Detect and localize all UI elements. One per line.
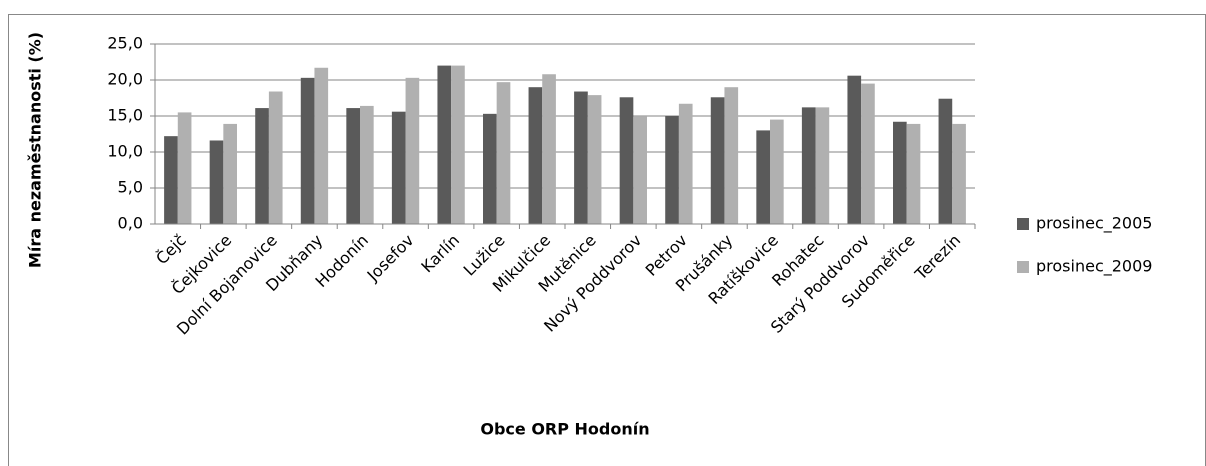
y-tick-label: 10,0 [107, 142, 143, 161]
bar [483, 113, 497, 224]
y-tick-label: 25,0 [107, 34, 143, 53]
legend-swatch [1017, 261, 1029, 273]
bar [223, 123, 237, 224]
y-tick-label: 0,0 [118, 214, 143, 233]
bar [952, 123, 966, 224]
bar [268, 91, 283, 225]
y-tick-label: 20,0 [107, 70, 143, 89]
bar [587, 95, 602, 225]
y-tick-label: 15,0 [107, 106, 143, 125]
chart-border [8, 14, 1206, 466]
bar [770, 119, 784, 224]
bar [528, 87, 543, 224]
bar [177, 112, 192, 224]
bar [861, 83, 875, 224]
y-axis-title: Míra nezaměstnanosti (%) [26, 32, 45, 268]
bar [756, 130, 770, 224]
y-tick-label: 5,0 [118, 178, 143, 197]
x-tick-label: Josefov [363, 231, 418, 286]
bar [678, 103, 693, 224]
bar [405, 77, 420, 224]
bar [542, 74, 556, 225]
bar [619, 97, 634, 224]
bar [665, 116, 679, 224]
bar [391, 111, 406, 224]
bar [906, 123, 921, 224]
x-tick-label: Terezín [911, 231, 965, 285]
bar [633, 116, 647, 224]
bar [724, 87, 739, 224]
bar [893, 121, 907, 224]
bar [451, 65, 465, 224]
bar [300, 77, 315, 224]
x-tick-label: Čejč [152, 231, 190, 269]
bar [209, 140, 224, 224]
bar [255, 108, 269, 224]
bar [314, 67, 329, 224]
legend-label: prosinec_2005 [1036, 214, 1152, 234]
bar [815, 107, 830, 224]
legend-label: prosinec_2009 [1036, 257, 1152, 277]
bar [938, 98, 953, 224]
x-tick-label: Karlín [417, 231, 463, 277]
bar [847, 75, 862, 225]
bar [574, 91, 588, 225]
bar [437, 65, 452, 224]
legend-swatch [1017, 218, 1029, 230]
bar [496, 82, 511, 224]
bar [801, 107, 816, 224]
bar [346, 108, 360, 224]
bar [164, 136, 178, 224]
bar [360, 105, 374, 224]
x-axis-title: Obce ORP Hodonín [480, 420, 649, 439]
bar [710, 97, 725, 224]
